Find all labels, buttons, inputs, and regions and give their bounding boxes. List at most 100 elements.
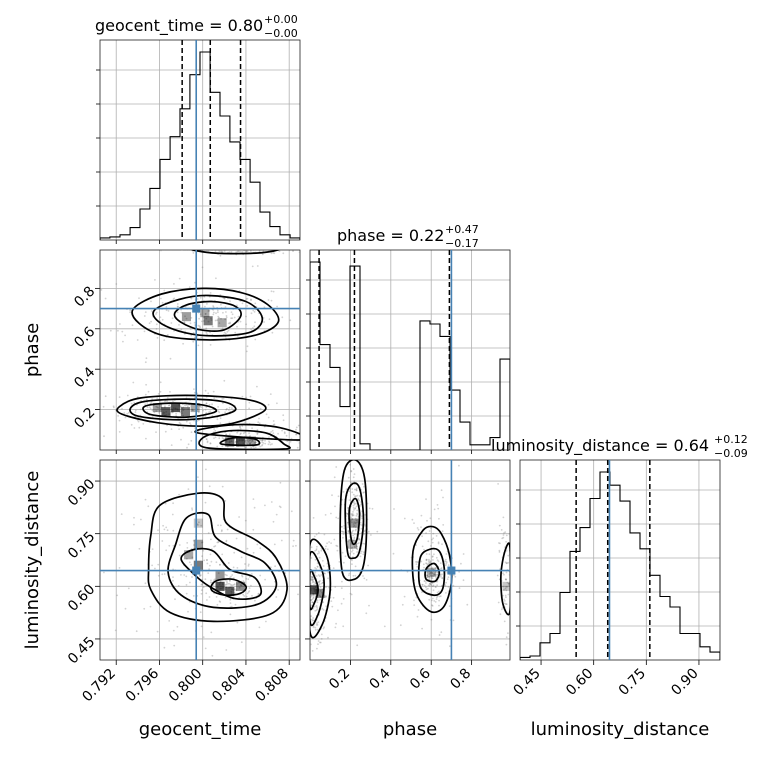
sample-point bbox=[299, 426, 300, 429]
sample-point bbox=[415, 563, 418, 565]
sample-point bbox=[316, 566, 319, 568]
sample-point bbox=[302, 427, 304, 429]
sample-point bbox=[216, 418, 219, 421]
sample-point bbox=[432, 575, 435, 577]
sample-point bbox=[231, 574, 234, 576]
sample-point bbox=[429, 574, 432, 577]
sample-point bbox=[356, 545, 358, 548]
sample-point bbox=[213, 579, 215, 582]
sample-point bbox=[317, 640, 320, 642]
y-tick-label: 0.90 bbox=[65, 476, 98, 509]
sample-point bbox=[393, 508, 395, 510]
sample-point bbox=[444, 560, 447, 563]
sample-point bbox=[428, 573, 431, 575]
sample-point bbox=[122, 340, 124, 343]
sample-point bbox=[354, 517, 357, 520]
sample-point bbox=[240, 584, 243, 587]
sample-point bbox=[348, 538, 351, 541]
sample-point bbox=[208, 568, 211, 571]
sample-point bbox=[364, 514, 367, 516]
sample-point bbox=[367, 564, 369, 567]
sample-point bbox=[363, 491, 365, 493]
sample-point bbox=[314, 437, 316, 439]
sample-point bbox=[148, 322, 151, 325]
sample-point bbox=[132, 381, 135, 384]
sample-point bbox=[263, 246, 265, 248]
sample-point bbox=[429, 572, 432, 575]
sample-point bbox=[234, 603, 237, 606]
sample-point bbox=[507, 561, 510, 564]
sample-point bbox=[210, 631, 213, 634]
sample-point bbox=[447, 564, 450, 566]
sample-point bbox=[283, 431, 286, 433]
sample-point bbox=[225, 433, 228, 436]
sample-point bbox=[144, 393, 147, 396]
sample-point bbox=[428, 576, 431, 579]
sample-point bbox=[315, 549, 318, 551]
sample-point bbox=[198, 248, 200, 250]
panel-0-0 bbox=[96, 39, 301, 244]
sample-point bbox=[431, 538, 433, 541]
sample-point bbox=[312, 617, 314, 619]
sample-point bbox=[249, 443, 252, 445]
sample-point bbox=[103, 571, 105, 574]
sample-point bbox=[120, 513, 123, 515]
sample-point bbox=[325, 596, 327, 598]
sample-point bbox=[214, 578, 216, 581]
sample-point bbox=[235, 589, 238, 592]
sample-point bbox=[213, 248, 215, 250]
sample-point bbox=[311, 575, 314, 578]
sample-point bbox=[307, 598, 309, 600]
sample-point bbox=[362, 553, 365, 556]
sample-point bbox=[316, 606, 318, 609]
sample-point bbox=[333, 476, 336, 479]
sample-point bbox=[245, 446, 247, 448]
sample-point bbox=[316, 565, 319, 568]
sample-point bbox=[337, 495, 340, 498]
sample-point bbox=[351, 549, 354, 551]
sample-point bbox=[506, 562, 508, 564]
sample-point bbox=[326, 548, 329, 551]
sample-point bbox=[201, 541, 204, 543]
sample-point bbox=[200, 336, 203, 339]
sample-point bbox=[281, 450, 283, 452]
sample-point bbox=[155, 328, 158, 330]
sample-point bbox=[358, 537, 361, 540]
sample-point bbox=[155, 311, 158, 314]
sample-point bbox=[207, 310, 210, 312]
sample-point bbox=[86, 620, 88, 622]
sample-point bbox=[270, 290, 273, 293]
sample-point bbox=[458, 587, 461, 589]
contour-line bbox=[190, 250, 280, 255]
sample-point bbox=[315, 548, 318, 550]
sample-point bbox=[432, 532, 435, 535]
sample-point bbox=[347, 526, 349, 528]
sample-point bbox=[302, 443, 304, 445]
sample-point bbox=[346, 428, 348, 430]
sample-point bbox=[261, 443, 264, 446]
sample-point bbox=[205, 592, 208, 595]
sample-point bbox=[426, 562, 428, 565]
sample-point bbox=[346, 574, 348, 576]
sample-point bbox=[335, 544, 338, 547]
sample-point bbox=[416, 527, 419, 529]
sample-point bbox=[268, 441, 271, 444]
sample-point bbox=[326, 542, 328, 545]
sample-point bbox=[240, 584, 243, 587]
sample-point bbox=[144, 361, 147, 364]
sample-point bbox=[440, 575, 442, 577]
sample-point bbox=[273, 423, 276, 426]
sample-point bbox=[283, 432, 286, 435]
sample-point bbox=[347, 506, 349, 509]
sample-point bbox=[241, 395, 244, 398]
sample-point bbox=[308, 569, 310, 571]
sample-point bbox=[439, 595, 442, 597]
sample-point bbox=[435, 576, 437, 579]
sample-point bbox=[504, 561, 507, 564]
sample-point bbox=[327, 636, 329, 639]
sample-point bbox=[363, 533, 366, 535]
sample-point bbox=[189, 328, 192, 330]
sample-point bbox=[416, 561, 418, 563]
sample-point bbox=[178, 544, 181, 546]
sample-point bbox=[431, 582, 434, 585]
